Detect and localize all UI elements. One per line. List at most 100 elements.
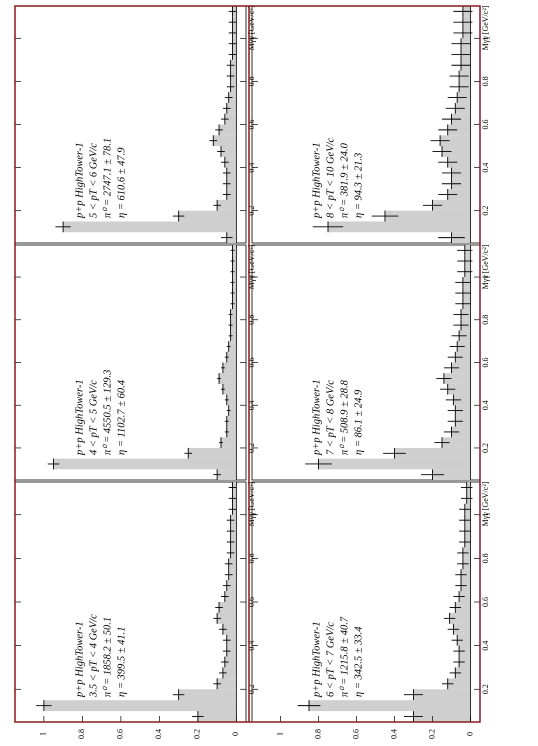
x-axis-label: Mγγ [GeV/c²] (481, 244, 490, 289)
bar (226, 415, 237, 427)
y-tick-label: 0.8 (313, 729, 322, 739)
y-tick-label: 0.6 (116, 729, 125, 739)
bar (394, 447, 471, 459)
bar (413, 689, 471, 701)
bar (226, 189, 237, 200)
x-tick-label: 0.2 (247, 443, 256, 453)
y-tick-label: 1 (275, 732, 284, 736)
annotation: η = 86.1 ± 24.9 (353, 389, 364, 455)
x-tick-label: 0.6 (481, 597, 490, 607)
bar (226, 426, 237, 438)
bar (451, 426, 471, 438)
x-tick-label: 0.2 (481, 684, 490, 694)
bar (451, 362, 471, 374)
bar (222, 383, 237, 395)
bar (220, 437, 237, 448)
panel-title: p+p HighTower-1 (74, 379, 85, 456)
bar (226, 351, 237, 363)
bar (213, 135, 237, 147)
annotation: η = 1102.7 ± 60.4 (116, 379, 127, 455)
bar (385, 210, 471, 222)
x-tick-label: 0.6 (247, 120, 256, 130)
bar (453, 623, 471, 635)
x-tick-label: 0.6 (247, 358, 256, 368)
annotation: π⁰ = 1858.2 ± 50.1 (102, 617, 113, 697)
annotation: π⁰ = 4550.5 ± 129.3 (102, 370, 113, 455)
bar (432, 199, 471, 211)
y-tick-label: 0.4 (389, 729, 398, 739)
bar (455, 667, 471, 679)
bar (447, 156, 471, 168)
annotation: 3.5 < pT < 4 GeV/c (88, 614, 99, 698)
bar (224, 113, 237, 125)
x-tick-label: 0.4 (247, 641, 256, 651)
annotation: η = 342.5 ± 33.4 (353, 626, 364, 697)
x-tick-label: 0.4 (481, 163, 490, 173)
bar (226, 394, 237, 406)
panel-title: p+p HighTower-1 (311, 142, 322, 219)
bar (178, 689, 237, 701)
x-tick-label: 1 (481, 36, 490, 40)
bar (447, 189, 471, 200)
bar (226, 645, 237, 657)
panel-title: p+p HighTower-1 (74, 621, 85, 698)
x-axis-label: Mγγ [GeV/c²] (247, 244, 256, 289)
x-tick-label: 0.8 (481, 315, 490, 325)
bar (219, 602, 237, 613)
bar (228, 405, 237, 416)
bar (230, 319, 237, 331)
bar (226, 167, 237, 179)
bar (318, 458, 471, 470)
y-tick-label: 0.6 (351, 729, 360, 739)
panel-title: p+p HighTower-1 (311, 379, 322, 456)
bar (455, 602, 471, 613)
bar (309, 700, 471, 712)
y-tick-label: 0.2 (193, 729, 202, 739)
bar (220, 146, 237, 157)
x-tick-label: 0.6 (247, 597, 256, 607)
y-tick-label: 0.4 (154, 729, 163, 739)
bar (178, 210, 237, 222)
bar (226, 178, 237, 190)
x-tick-label: 0.2 (247, 206, 256, 216)
x-tick-label: 0.8 (481, 76, 490, 86)
outer-border (14, 5, 481, 723)
bar (219, 124, 237, 136)
x-tick-label: 1 (247, 275, 256, 279)
x-axis-label: Mγγ [GeV/c²] (247, 5, 256, 50)
annotation: 6 < pT < 7 GeV/c (325, 622, 336, 697)
bar (432, 469, 471, 480)
bar (447, 678, 471, 690)
bar (43, 700, 237, 712)
bar (224, 656, 237, 668)
bar (443, 373, 471, 384)
bar (197, 711, 237, 722)
annotation: 4 < pT < 5 GeV/c (88, 380, 99, 455)
y-tick-label: 0 (231, 732, 240, 736)
annotation: 8 < pT < 10 GeV/c (325, 137, 336, 218)
x-axis-label: Mγγ [GeV/c²] (481, 481, 490, 526)
x-tick-label: 0.2 (481, 206, 490, 216)
bar (222, 667, 237, 679)
x-tick-label: 0.4 (481, 641, 490, 651)
x-tick-label: 0.4 (481, 400, 490, 410)
bar (226, 634, 237, 646)
x-tick-label: 0.6 (481, 358, 490, 368)
x-tick-label: 0.6 (481, 120, 490, 130)
annotation: η = 399.5 ± 41.1 (116, 626, 127, 697)
y-tick-label: 0 (465, 732, 474, 736)
x-tick-label: 0.2 (481, 443, 490, 453)
x-tick-label: 0.8 (247, 315, 256, 325)
x-tick-label: 0.4 (247, 163, 256, 173)
bar (440, 135, 471, 147)
bar (217, 469, 237, 480)
bar (222, 362, 237, 374)
bar (222, 623, 237, 635)
x-tick-label: 1 (481, 513, 490, 517)
annotation: η = 610.6 ± 47.9 (116, 147, 127, 218)
bar (328, 221, 471, 233)
bar (188, 447, 237, 459)
x-tick-label: 0.8 (247, 553, 256, 563)
